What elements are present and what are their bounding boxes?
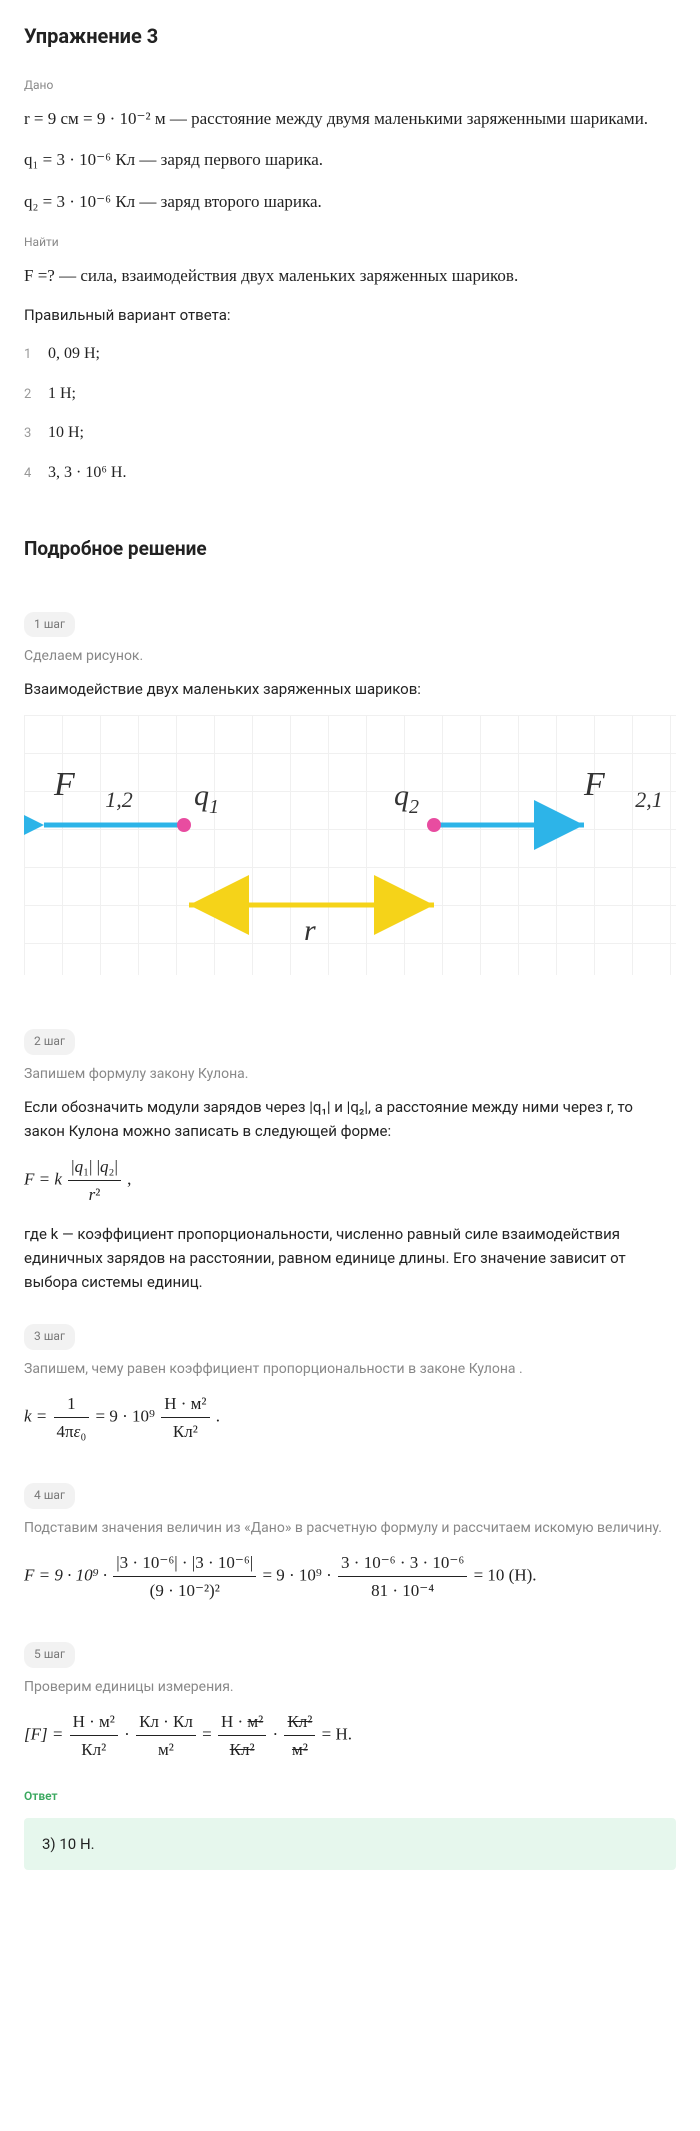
option-2: 2 1 Н;	[24, 381, 676, 407]
option-1: 1 0, 09 Н;	[24, 341, 676, 367]
point-q1	[177, 818, 191, 832]
given-label: Дано	[24, 76, 676, 95]
option-val: 0, 09 Н;	[48, 341, 100, 367]
point-q2	[427, 818, 441, 832]
page-title: Упражнение 3	[24, 20, 676, 52]
step5-formula: [F] = Н · м²Кл² · Кл · Клм² = Н · м²Кл² …	[24, 1708, 676, 1763]
step3-formula: k = 14πε₀ = 9 · 10⁹ Н · м²Кл² .	[24, 1390, 676, 1445]
answer-text: 3) 10 Н.	[42, 1835, 95, 1853]
step1-desc: Сделаем рисунок.	[24, 645, 676, 667]
correct-label: Правильный вариант ответа:	[24, 303, 676, 327]
option-num: 1	[24, 345, 48, 366]
step5-desc: Проверим единицы измерения.	[24, 1676, 676, 1698]
given-r: r = 9 см = 9 · 10⁻² м — расстояние между…	[24, 105, 676, 132]
label-f12: F⃗1,2	[53, 766, 133, 812]
given-q2: q₂ = 3 · 10⁻⁶ Кл — заряд второго шарика.	[24, 188, 676, 215]
step3-desc: Запишем, чему равен коэффициент пропорци…	[24, 1358, 676, 1380]
step5-badge: 5 шаг	[24, 1642, 75, 1667]
option-num: 3	[24, 424, 48, 445]
step4-formula: F = 9 · 10⁹ · |3 · 10⁻⁶| · |3 · 10⁻⁶|(9 …	[24, 1549, 676, 1604]
diagram-svg: F⃗1,2 F⃗2,1 q1 q2 r	[24, 715, 676, 975]
label-r: r	[304, 914, 316, 947]
step1-text: Взаимодействие двух маленьких заряженных…	[24, 677, 676, 701]
label-q2: q2	[394, 779, 419, 818]
solution-title: Подробное решение	[24, 534, 676, 564]
force-diagram: F⃗1,2 F⃗2,1 q1 q2 r	[24, 715, 676, 975]
find-label: Найти	[24, 233, 676, 252]
find-line: F =? — сила, взаимодействия двух маленьк…	[24, 262, 676, 289]
step1-badge: 1 шаг	[24, 612, 75, 637]
given-q1: q₁ = 3 · 10⁻⁶ Кл — заряд первого шарика.	[24, 146, 676, 173]
option-val: 10 Н;	[48, 420, 84, 446]
option-num: 2	[24, 385, 48, 406]
step3-badge: 3 шаг	[24, 1324, 75, 1349]
step2-p1: Если обозначить модули зарядов через |q₁…	[24, 1095, 676, 1143]
step2-formula: F = k |q₁| |q₂|r² ,	[24, 1153, 676, 1208]
option-4: 4 3, 3 · 10⁶ Н.	[24, 460, 676, 486]
step2-p2: где k — коэффициент пропорциональности, …	[24, 1222, 676, 1294]
option-3: 3 10 Н;	[24, 420, 676, 446]
step4-badge: 4 шаг	[24, 1483, 75, 1508]
options-list: 1 0, 09 Н; 2 1 Н; 3 10 Н; 4 3, 3 · 10⁶ Н…	[24, 341, 676, 485]
option-val: 1 Н;	[48, 381, 76, 407]
label-q1: q1	[194, 779, 219, 818]
step2-desc: Запишем формулу закону Кулона.	[24, 1063, 676, 1085]
label-f21: F⃗2,1	[583, 766, 663, 812]
step2-badge: 2 шаг	[24, 1029, 75, 1054]
option-num: 4	[24, 464, 48, 485]
answer-label: Ответ	[24, 1787, 676, 1806]
option-val: 3, 3 · 10⁶ Н.	[48, 460, 126, 486]
answer-box: 3) 10 Н.	[24, 1818, 676, 1870]
step4-desc: Подставим значения величин из «Дано» в р…	[24, 1517, 676, 1539]
